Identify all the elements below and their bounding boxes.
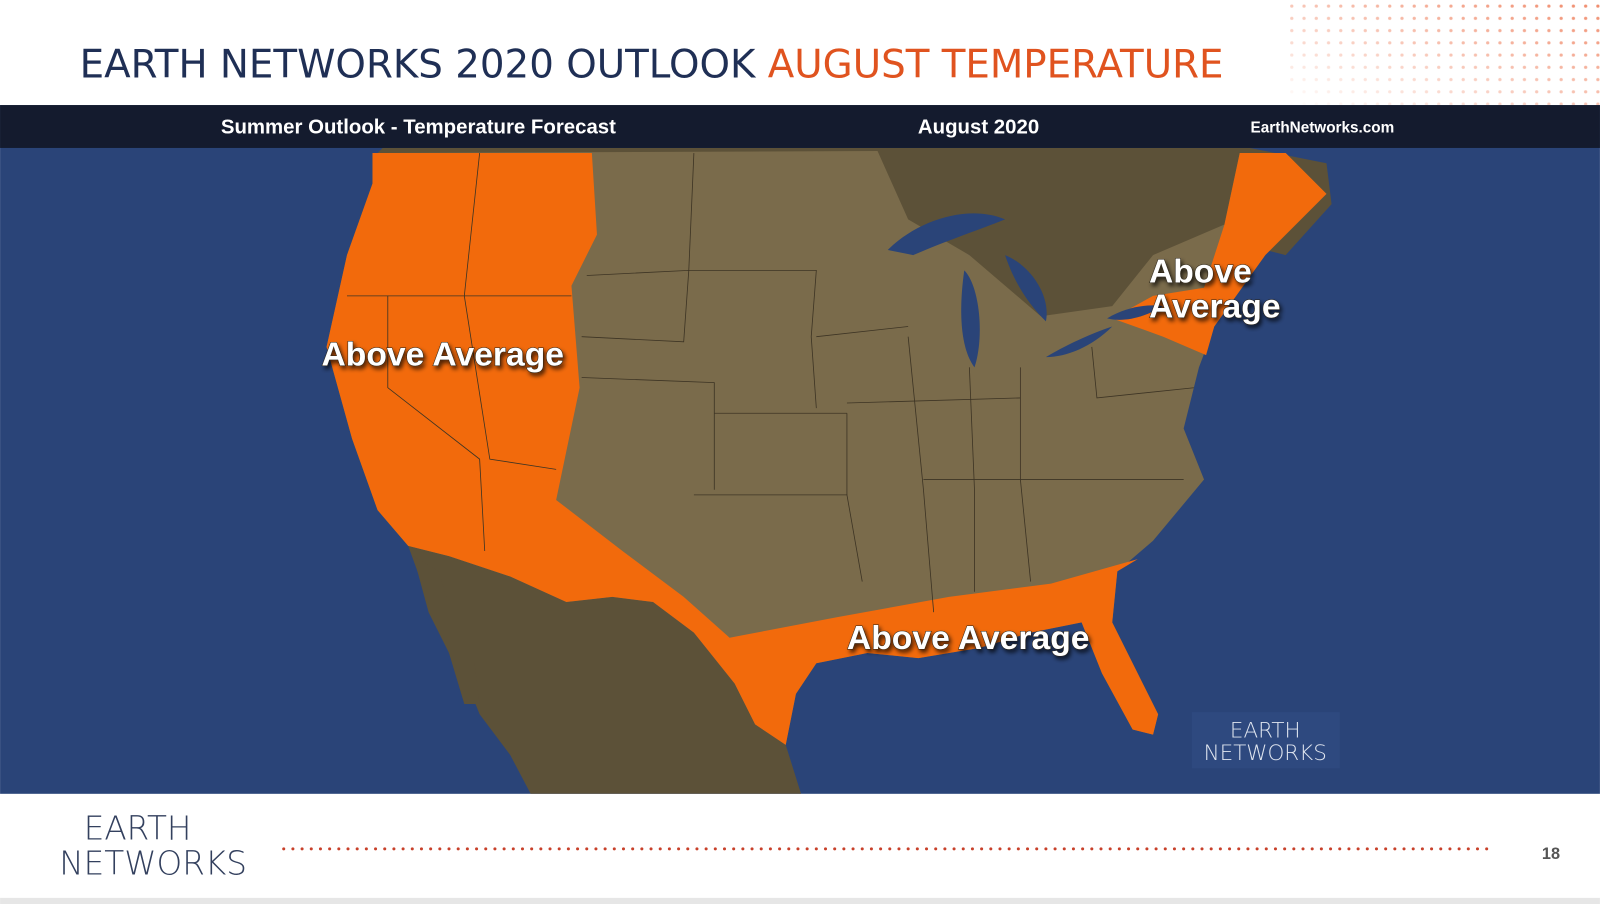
region-label: Above Average — [321, 336, 564, 373]
map: Summer Outlook - Temperature Forecast Au… — [0, 105, 1600, 794]
title-main: EARTH NETWORKS 2020 OUTLOOK — [80, 43, 757, 88]
state-borders — [346, 153, 1194, 613]
bottom-edge — [0, 897, 1600, 904]
footer-logo-line2: NETWORKS — [59, 844, 247, 882]
great-lakes — [887, 213, 1164, 368]
banner-center: August 2020 — [918, 117, 1039, 139]
page-number: 18 — [1542, 845, 1560, 863]
canada — [377, 147, 1332, 347]
region-west-south — [326, 153, 1159, 745]
banner-left: Summer Outlook - Temperature Forecast — [221, 117, 616, 139]
region-label: Above — [1149, 254, 1252, 291]
title-highlight: AUGUST TEMPERATURE — [768, 43, 1224, 88]
slide-title: EARTH NETWORKS 2020 OUTLOOK AUGUST TEMPE… — [80, 43, 1224, 88]
watermark-line1: EARTH — [1230, 719, 1301, 744]
region-northeast — [1112, 153, 1327, 356]
baja — [413, 556, 480, 705]
banner — [0, 105, 1600, 148]
dot-pattern — [1285, 0, 1600, 106]
region-label: Above Average — [847, 620, 1090, 657]
footer-logo-line1: EARTH — [84, 810, 192, 848]
mexico — [408, 545, 802, 794]
watermark-line2: NETWORKS — [1204, 741, 1327, 766]
region-label: Average — [1149, 288, 1281, 325]
watermark-box — [1191, 712, 1340, 769]
banner-right: EarthNetworks.com — [1251, 120, 1395, 137]
